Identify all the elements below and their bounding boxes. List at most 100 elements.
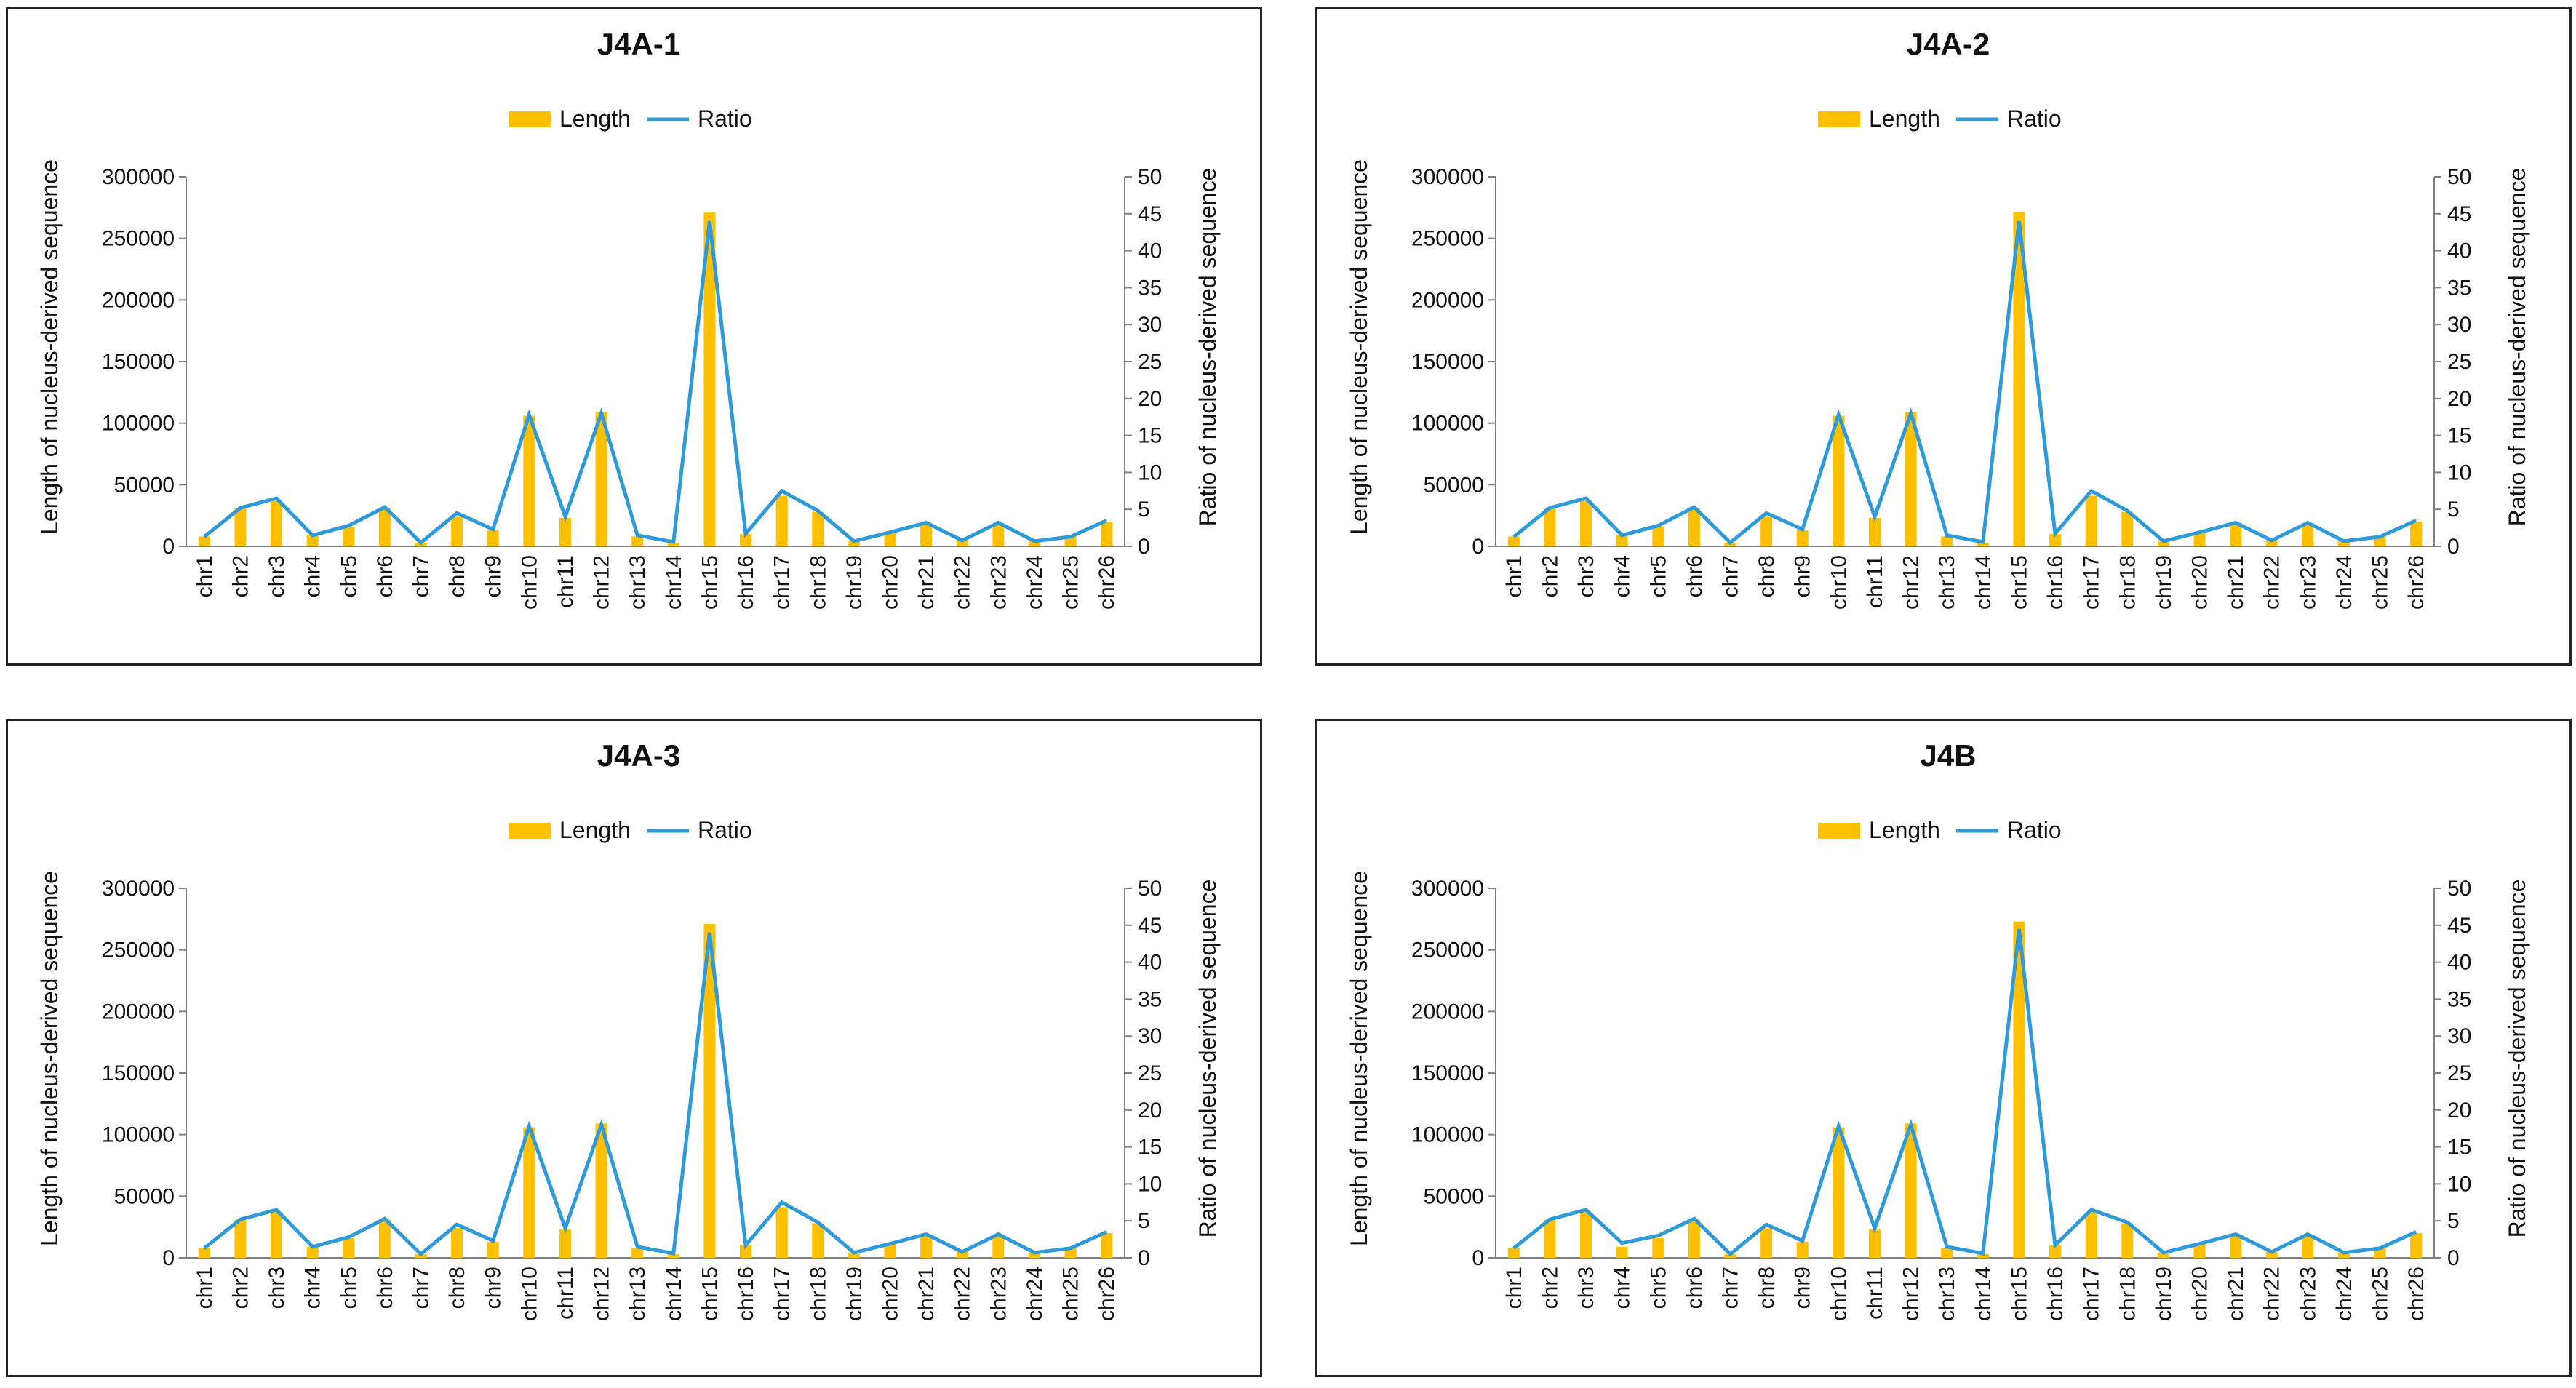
bar-length bbox=[2230, 1235, 2242, 1258]
x-tick-label: chr18 bbox=[2116, 1267, 2140, 1321]
y-right-tick-label: 10 bbox=[2447, 460, 2471, 484]
bar-length bbox=[884, 533, 896, 546]
bar-length bbox=[1688, 1219, 1700, 1258]
ratio-line bbox=[203, 932, 1108, 1257]
y-right-tick-label: 5 bbox=[2447, 498, 2460, 522]
bar-length bbox=[631, 536, 644, 546]
bar-length bbox=[1580, 1212, 1592, 1258]
x-tick-label: chr25 bbox=[1059, 1267, 1083, 1321]
y-right-tick-label: 20 bbox=[2447, 387, 2471, 411]
bar-length bbox=[631, 1248, 644, 1258]
y-left-tick-label: 100000 bbox=[102, 412, 175, 436]
x-tick-label: chr22 bbox=[2260, 1267, 2284, 1321]
y-right-tick-label: 50 bbox=[2447, 165, 2471, 189]
bar-length bbox=[1833, 1127, 1845, 1258]
bar-length bbox=[595, 412, 607, 546]
chart-svg: J4A-2 Length Ratio 0 50000 100000 150000 200000… bbox=[1346, 27, 2530, 610]
bar-length bbox=[740, 534, 752, 546]
chart-title: J4A-2 bbox=[1907, 27, 1990, 61]
bar-length bbox=[234, 1219, 247, 1258]
x-tick-label: chr18 bbox=[2116, 555, 2140, 610]
y-left-tick-label: 50000 bbox=[114, 473, 175, 497]
x-tick-label: chr23 bbox=[986, 1267, 1010, 1321]
y-right-tick-label: 45 bbox=[1138, 914, 1162, 938]
x-tick-label: chr23 bbox=[2296, 1267, 2320, 1321]
x-tick-label: chr14 bbox=[662, 555, 686, 610]
y-right-tick-label: 25 bbox=[2447, 1061, 2471, 1085]
y-right-tick-label: 10 bbox=[1138, 1172, 1162, 1196]
x-tick-label: chr1 bbox=[193, 555, 217, 597]
y-right-tick-label: 35 bbox=[2447, 276, 2471, 300]
y-right-tick-label: 50 bbox=[2447, 877, 2471, 901]
bar-length bbox=[234, 508, 247, 546]
y-right-tick-label: 40 bbox=[1138, 951, 1162, 975]
bar-length bbox=[1064, 536, 1077, 546]
y-left-tick-label: 250000 bbox=[102, 938, 175, 962]
bar-length bbox=[920, 1235, 933, 1258]
x-tick-label: chr24 bbox=[1023, 555, 1047, 610]
x-tick-label: chr11 bbox=[554, 1267, 578, 1320]
x-tick-label: chr1 bbox=[193, 1267, 217, 1309]
bar-length bbox=[812, 1223, 824, 1258]
bar-length bbox=[848, 541, 860, 546]
chart-title: J4B bbox=[1920, 738, 1976, 773]
chart-panel-j4a-1: J4A-1 Length Ratio 0 50000 100000 150000 200000… bbox=[6, 7, 1262, 666]
y-left-tick-label: 50000 bbox=[1424, 473, 1484, 497]
x-tick-label: chr13 bbox=[626, 555, 650, 610]
bar-length bbox=[703, 924, 716, 1258]
x-tick-label: chr26 bbox=[1095, 555, 1119, 610]
bar-length bbox=[2013, 921, 2025, 1258]
bar-length bbox=[1905, 412, 1917, 546]
y-right-tick-label: 5 bbox=[1138, 1209, 1150, 1233]
x-tick-label: chr10 bbox=[1827, 555, 1851, 610]
x-tick-label: chr8 bbox=[1755, 555, 1779, 597]
bar-length bbox=[1868, 1229, 1881, 1258]
bar-length bbox=[1796, 530, 1809, 546]
x-tick-label: chr17 bbox=[770, 1267, 794, 1321]
bar-length bbox=[1028, 541, 1040, 546]
y-left-tick-label: 200000 bbox=[1411, 1000, 1484, 1024]
x-tick-label: chr15 bbox=[698, 555, 722, 610]
bar-length bbox=[2193, 533, 2206, 546]
bar-length bbox=[2121, 511, 2134, 546]
x-tick-label: chr17 bbox=[2080, 1267, 2104, 1321]
bar-length bbox=[2157, 541, 2169, 546]
chart-title: J4A-3 bbox=[597, 738, 680, 773]
x-tick-label: chr12 bbox=[590, 1267, 614, 1321]
y-right-tick-label: 0 bbox=[1138, 1246, 1150, 1270]
bar-length bbox=[2049, 1245, 2062, 1258]
bar-length bbox=[343, 1237, 355, 1258]
y-right-tick-label: 25 bbox=[2447, 350, 2471, 374]
x-tick-label: chr3 bbox=[265, 1267, 289, 1309]
bar-length bbox=[2230, 524, 2242, 546]
y-left-tick-label: 100000 bbox=[102, 1123, 175, 1147]
x-tick-label: chr19 bbox=[2152, 1267, 2176, 1321]
x-tick-label: chr8 bbox=[445, 555, 469, 597]
y-right-tick-label: 15 bbox=[2447, 424, 2471, 448]
bar-length bbox=[2374, 536, 2386, 546]
x-tick-label: chr19 bbox=[842, 555, 866, 610]
y-right-tick-label: 50 bbox=[1138, 165, 1162, 189]
x-tick-label: chr15 bbox=[2007, 555, 2031, 610]
y-axis-right-title: Ratio of nucleus-derived sequence bbox=[1195, 880, 1221, 1238]
bar-length bbox=[2337, 1253, 2350, 1258]
chart-panel-j4a-2: J4A-2 Length Ratio 0 50000 100000 150000 200000… bbox=[1315, 7, 2572, 666]
bar-length bbox=[1580, 500, 1592, 546]
y-left-tick-label: 100000 bbox=[1411, 412, 1484, 436]
bar-length bbox=[703, 212, 716, 546]
x-tick-label: chr26 bbox=[2404, 1267, 2428, 1321]
chart-panel-j4a-3: J4A-3 Length Ratio 0 50000 100000 150000 200000… bbox=[6, 719, 1262, 1377]
bar-length bbox=[992, 524, 1005, 546]
y-right-tick-label: 30 bbox=[2447, 1024, 2471, 1048]
x-tick-label: chr2 bbox=[228, 1267, 252, 1309]
legend-label-length: Length bbox=[559, 817, 631, 843]
x-tick-label: chr19 bbox=[842, 1267, 866, 1321]
x-tick-label: chr26 bbox=[1095, 1267, 1119, 1321]
bar-length bbox=[1028, 1253, 1040, 1258]
y-right-tick-label: 45 bbox=[1138, 202, 1162, 226]
x-tick-label: chr13 bbox=[1935, 555, 1959, 610]
y-left-tick-label: 250000 bbox=[1411, 227, 1484, 251]
y-left-tick-label: 300000 bbox=[1411, 165, 1484, 189]
x-tick-label: chr4 bbox=[1611, 1267, 1635, 1309]
x-tick-label: chr19 bbox=[2152, 555, 2176, 610]
